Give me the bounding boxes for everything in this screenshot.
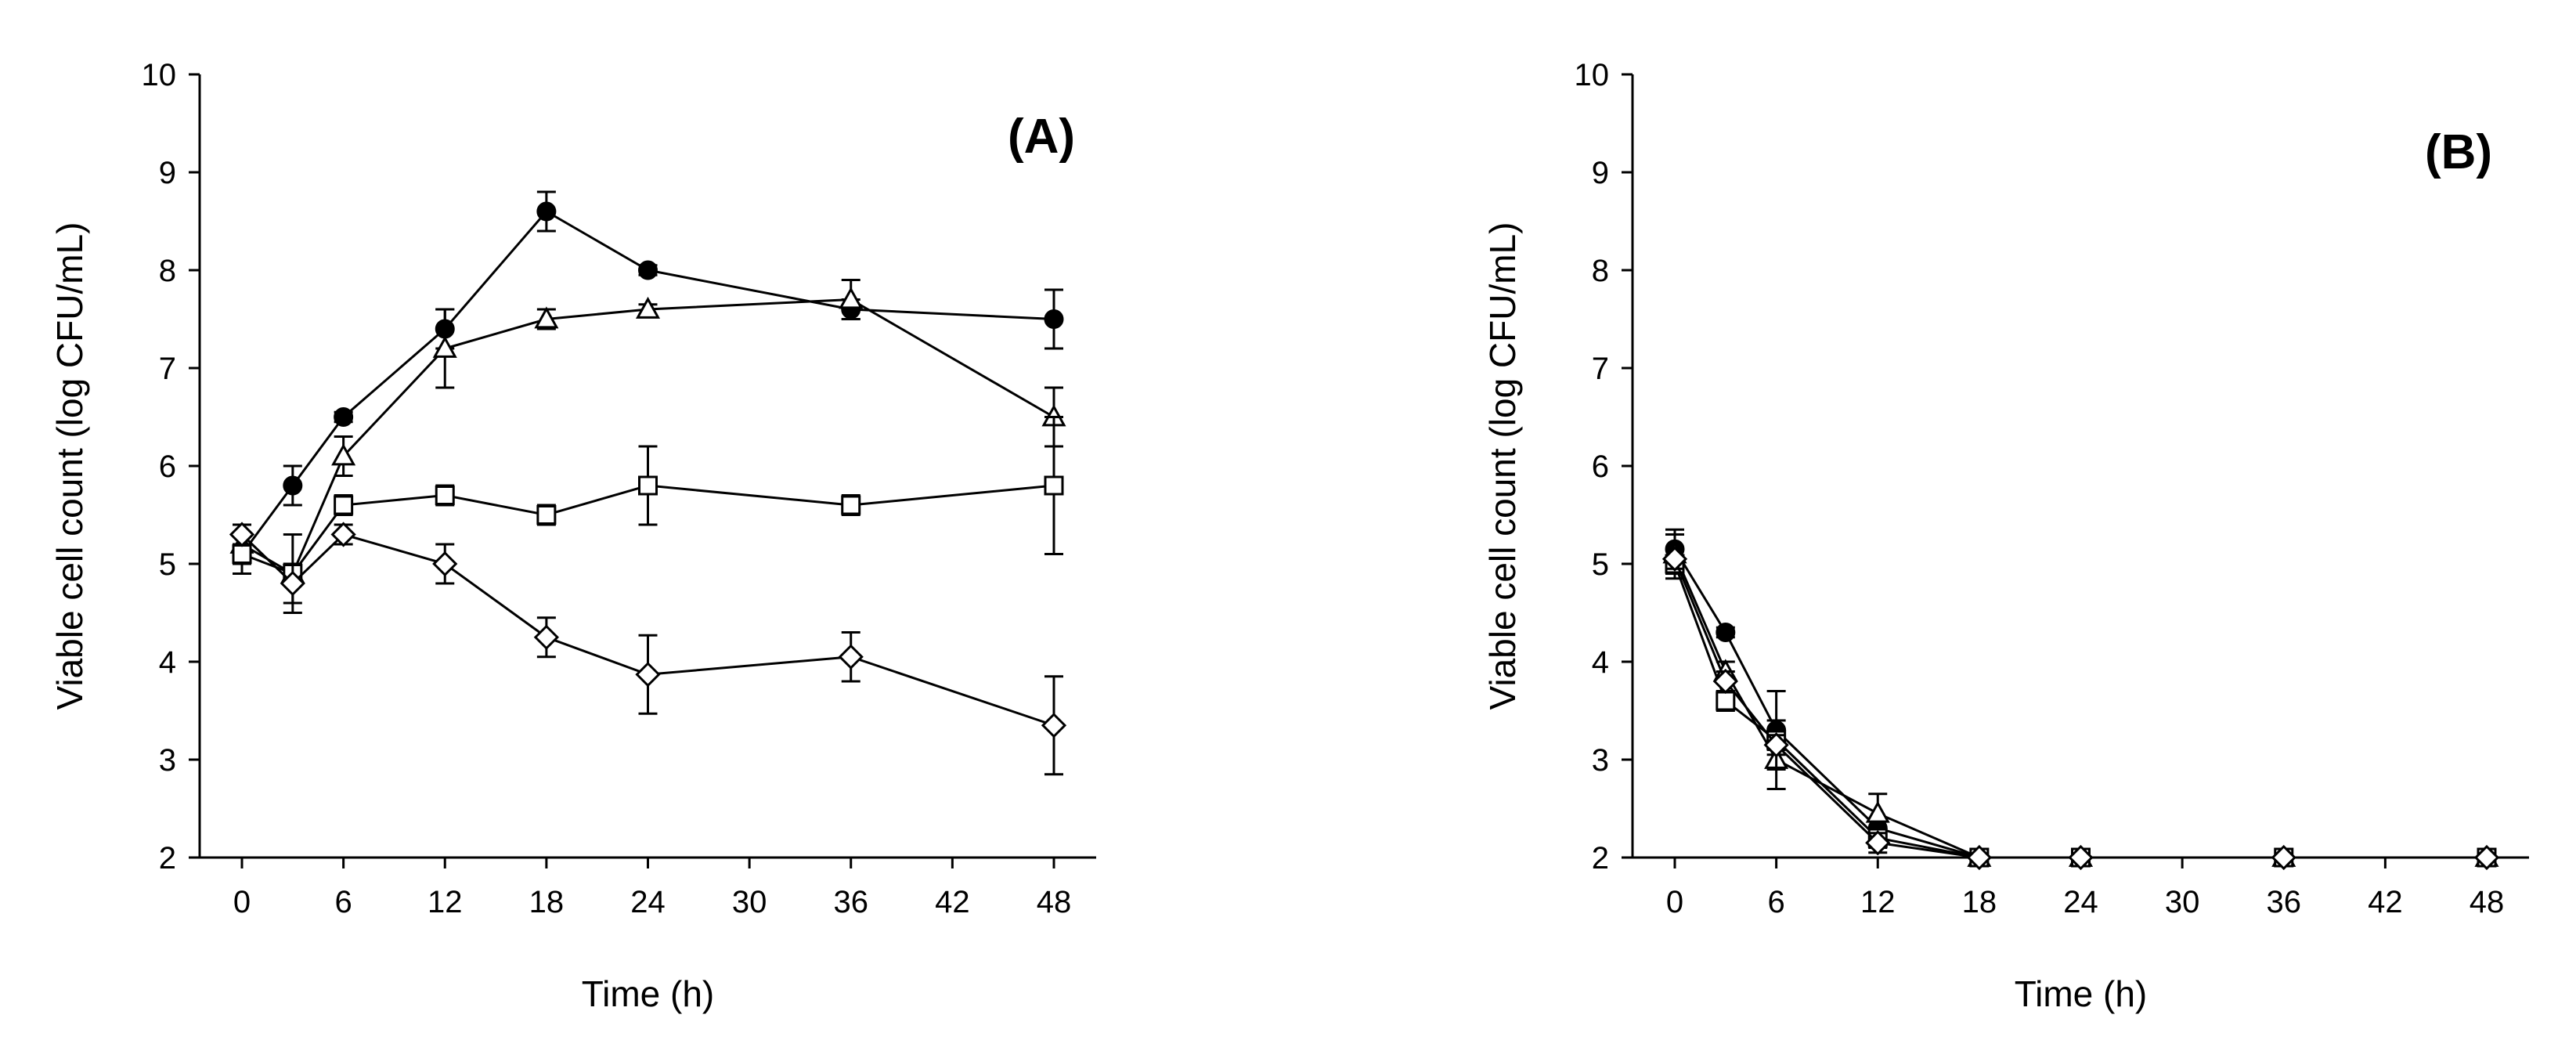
y-tick-label: 5 bbox=[1592, 547, 1609, 582]
data-point bbox=[1865, 800, 1890, 823]
series-open-diamond bbox=[1661, 546, 2500, 871]
data-point bbox=[536, 505, 557, 525]
panel-label: (A) bbox=[1008, 110, 1075, 164]
series-line bbox=[241, 298, 1055, 576]
x-tick-label: 24 bbox=[630, 885, 666, 919]
data-point bbox=[638, 475, 658, 496]
y-axis-title: Viable cell count (log CFU/mL) bbox=[1482, 222, 1523, 710]
y-tick-label: 5 bbox=[159, 547, 176, 582]
y-tick-label: 4 bbox=[159, 645, 176, 680]
x-tick-label: 6 bbox=[1768, 885, 1785, 919]
y-tick-label: 6 bbox=[159, 450, 176, 484]
series-layer bbox=[1661, 528, 2500, 871]
x-tick-label: 36 bbox=[2266, 885, 2301, 919]
x-tick-label: 24 bbox=[2063, 885, 2098, 919]
data-point bbox=[334, 495, 354, 515]
series-open-diamond bbox=[229, 522, 1067, 776]
y-tick-label: 9 bbox=[1592, 156, 1609, 190]
data-point bbox=[838, 644, 864, 670]
x-tick-label: 0 bbox=[233, 885, 251, 919]
data-point bbox=[432, 551, 458, 577]
data-point bbox=[1865, 830, 1891, 856]
data-point bbox=[1763, 732, 1789, 758]
y-tick-label: 10 bbox=[1575, 58, 1610, 92]
y-axis-title: Viable cell count (log CFU/mL) bbox=[49, 222, 90, 710]
data-point bbox=[2271, 844, 2296, 871]
data-point bbox=[638, 260, 658, 280]
x-tick-label: 30 bbox=[2165, 885, 2200, 919]
series-line bbox=[1673, 548, 2487, 859]
x-tick-label: 42 bbox=[935, 885, 970, 919]
panel-b: 0 6 12 18 24 30 36 42 48 2 3 4 5 6 7 8 9 10 Time (h) Viab… bbox=[1482, 58, 2529, 1014]
y-tick-label: 10 bbox=[142, 58, 177, 92]
y-tick-label: 9 bbox=[159, 156, 176, 190]
series-line bbox=[241, 484, 1055, 576]
x-tick-label: 0 bbox=[1666, 885, 1683, 919]
data-point bbox=[1044, 309, 1064, 329]
series-line bbox=[1673, 558, 2487, 859]
series-layer bbox=[229, 190, 1067, 776]
axis-ticks: 0 6 12 18 24 30 36 42 48 2 3 4 5 6 7 8 9 10 bbox=[1575, 58, 2505, 919]
axis-ticks: 0 6 12 18 24 30 36 42 48 2 3 4 5 6 7 8 9 10 bbox=[142, 58, 1072, 919]
data-point bbox=[232, 544, 252, 564]
y-tick-label: 8 bbox=[159, 254, 176, 288]
y-tick-label: 4 bbox=[1592, 645, 1609, 680]
x-tick-label: 12 bbox=[428, 885, 463, 919]
data-point bbox=[841, 495, 861, 515]
data-point bbox=[635, 296, 661, 319]
data-point bbox=[1661, 546, 1688, 572]
y-tick-label: 3 bbox=[159, 743, 176, 778]
series-line bbox=[240, 533, 1055, 727]
data-point bbox=[435, 486, 455, 505]
x-axis-title: Time (h) bbox=[582, 973, 715, 1014]
x-tick-label: 48 bbox=[2470, 885, 2505, 919]
x-tick-label: 18 bbox=[529, 885, 565, 919]
panel-a: 0 6 12 18 24 30 36 42 48 2 3 4 5 6 7 8 9 10 Time (h) Viab… bbox=[49, 58, 1096, 1014]
x-tick-label: 6 bbox=[335, 885, 352, 919]
data-point bbox=[1716, 623, 1736, 642]
x-tick-label: 48 bbox=[1037, 885, 1072, 919]
data-point bbox=[635, 662, 661, 688]
x-tick-label: 30 bbox=[732, 885, 767, 919]
x-tick-label: 12 bbox=[1860, 885, 1896, 919]
x-tick-label: 18 bbox=[1962, 885, 1997, 919]
y-tick-label: 8 bbox=[1592, 254, 1609, 288]
data-point bbox=[283, 475, 303, 496]
data-point bbox=[839, 287, 864, 309]
y-tick-label: 6 bbox=[1592, 450, 1609, 484]
y-tick-label: 7 bbox=[159, 352, 176, 386]
data-point bbox=[1712, 668, 1738, 695]
series-filled-circle bbox=[1665, 528, 2497, 868]
y-tick-label: 3 bbox=[1592, 743, 1609, 778]
panel-label: (B) bbox=[2425, 125, 2492, 179]
data-point bbox=[533, 624, 559, 650]
data-point bbox=[2473, 844, 2500, 871]
series-open-square bbox=[232, 416, 1064, 614]
y-tick-label: 2 bbox=[159, 841, 176, 876]
x-axis-title: Time (h) bbox=[2015, 973, 2148, 1014]
data-point bbox=[1041, 713, 1067, 738]
data-point bbox=[1716, 691, 1736, 711]
x-tick-label: 42 bbox=[2368, 885, 2403, 919]
data-point bbox=[536, 201, 557, 222]
y-tick-label: 2 bbox=[1592, 841, 1609, 876]
data-point bbox=[1966, 844, 1992, 871]
data-point bbox=[2068, 844, 2094, 871]
data-point bbox=[331, 443, 356, 466]
series-line bbox=[1673, 563, 2487, 859]
series-line bbox=[1673, 553, 2487, 859]
series-open-square bbox=[1665, 547, 2497, 868]
x-tick-label: 36 bbox=[833, 885, 868, 919]
y-tick-label: 7 bbox=[1592, 352, 1609, 386]
data-point bbox=[1044, 475, 1064, 496]
data-point bbox=[330, 522, 356, 547]
series-line bbox=[240, 210, 1055, 555]
data-point bbox=[334, 407, 354, 427]
data-point bbox=[229, 522, 255, 547]
data-point bbox=[280, 570, 305, 597]
data-point bbox=[534, 306, 559, 329]
series-open-triangle bbox=[1662, 533, 2499, 867]
data-point bbox=[432, 335, 457, 358]
